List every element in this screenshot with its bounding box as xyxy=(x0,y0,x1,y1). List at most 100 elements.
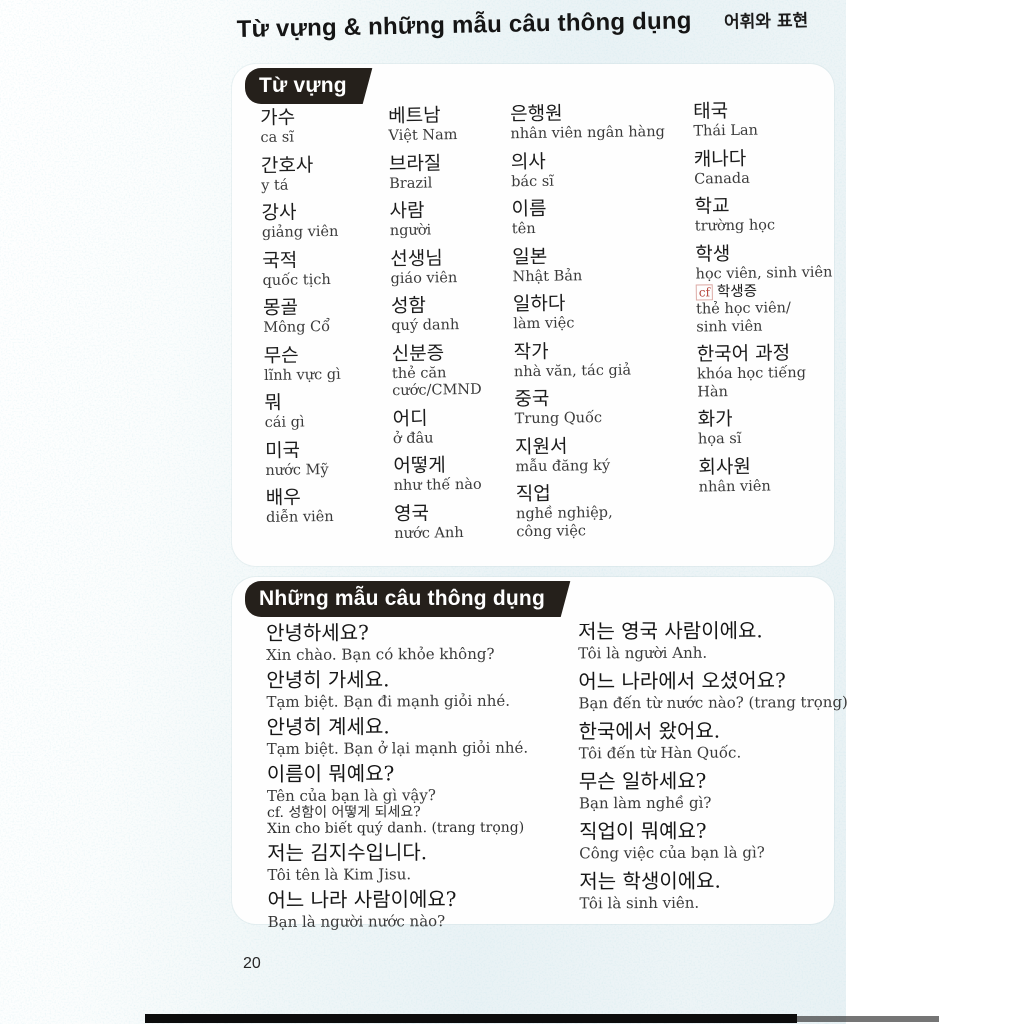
korean-term: 한국어 과정 xyxy=(696,342,791,366)
vietnamese-meaning: người xyxy=(389,222,432,240)
page-title: Từ vựng & những mẫu câu thông dụng xyxy=(236,7,692,44)
vocab-entry: 학교 trường học xyxy=(694,193,834,237)
vietnamese-meaning: ở đâu xyxy=(392,429,434,447)
vietnamese-translation: Tôi đến từ Hàn Quốc. xyxy=(578,743,742,763)
korean-term: 브라질 xyxy=(388,151,442,175)
vocab-entry: 한국어 과정 khóa học tiếng Hàn xyxy=(697,340,837,401)
vietnamese-translation: Tạm biệt. Bạn đi mạnh giỏi nhé. xyxy=(266,691,511,711)
vocab-entry: 신분증 thẻ căn cước/CMND xyxy=(392,340,515,401)
page-title-korean: 어휘와 표현 xyxy=(723,11,809,33)
vietnamese-translation: Tôi là người Anh. xyxy=(578,643,708,663)
phrase-entry: 안녕하세요? Xin chào. Bạn có khỏe không? xyxy=(266,619,556,664)
korean-sentence: 어느 나라에서 오셨어요? xyxy=(578,668,786,694)
phrases-column-2: 저는 영국 사람이에요. Tôi là người Anh. 어느 나라에서 오셨… xyxy=(578,618,858,933)
korean-sentence: 저는 학생이에요. xyxy=(579,868,721,894)
korean-sentence: 한국에서 왔어요. xyxy=(578,718,721,744)
korean-term: 의사 xyxy=(510,150,546,173)
vietnamese-meaning: Brazil xyxy=(389,174,433,192)
korean-term: 신분증 xyxy=(391,341,445,365)
vietnamese-meaning: nước Mỹ xyxy=(265,461,329,479)
vocabulary-section-badge: Từ vựng xyxy=(245,68,381,104)
vietnamese-meaning: thẻ học viên/ sinh viên xyxy=(695,300,791,336)
cross-reference-korean: cf. 성함이 어떻게 되세요? xyxy=(266,804,421,821)
korean-sentence: 저는 김지수입니다. xyxy=(267,840,428,865)
korean-term: 일본 xyxy=(512,245,548,268)
korean-term: 선생님 xyxy=(390,246,443,270)
vocab-entry: 지원서 mẫu đăng ký xyxy=(515,432,699,476)
korean-term: 중국 xyxy=(514,387,550,411)
vietnamese-meaning: Canada xyxy=(694,170,750,188)
vocab-column-3: 은행원 nhân viên ngân hàng 의사 bác sĩ 이름 tên 일본… xyxy=(510,100,700,548)
vocab-entry: 강사 giảng viên xyxy=(261,199,390,242)
vietnamese-meaning: ca sĩ xyxy=(260,129,295,146)
korean-sentence: 저는 영국 사람이에요. xyxy=(577,618,763,644)
vocab-entry: 중국 Trung Quốc xyxy=(514,385,698,429)
korean-term: 회사원 xyxy=(698,455,752,479)
vietnamese-meaning: lĩnh vực gì xyxy=(263,366,341,384)
korean-sentence: 어느 나라 사람이에요? xyxy=(267,887,457,912)
vietnamese-meaning: giáo viên xyxy=(390,269,458,287)
korean-term: 작가 xyxy=(513,340,549,363)
korean-sentence: 안녕히 가세요. xyxy=(266,667,390,692)
phrase-entry: 안녕히 가세요. Tạm biệt. Bạn đi mạnh giỏi nhé. xyxy=(266,666,556,711)
phrase-entry: 저는 학생이에요. Tôi là sinh viên. xyxy=(579,868,857,913)
korean-term: 어떻게 xyxy=(393,454,446,478)
footer-black-bar-tail xyxy=(797,1016,939,1022)
vietnamese-meaning: nước Anh xyxy=(394,524,464,542)
vocab-entry: 미국 nước Mỹ xyxy=(265,437,394,480)
cross-reference-vietnamese: Xin cho biết quý danh. (trang trọng) xyxy=(267,819,525,837)
korean-term: 간호사 xyxy=(260,153,314,177)
vocab-entry-with-note: 학생 học viên, sinh viên cf 학생증 thẻ học viê… xyxy=(695,240,835,337)
vocab-entry: 간호사 y tá xyxy=(261,152,390,195)
cf-marker: cf xyxy=(695,284,714,301)
korean-term: 학생 xyxy=(695,242,731,266)
phrases-panel: Những mẫu câu thông dụng 안녕하세요? Xin chào.… xyxy=(232,577,848,931)
vocabulary-panel: Từ vựng 가수 ca sĩ 간호사 y tá 강사 giảng viên 국적 q… xyxy=(232,64,834,566)
vietnamese-meaning: giảng viên xyxy=(261,223,339,241)
korean-sentence: 이름이 뭐예요? xyxy=(266,761,395,786)
phrase-entry: 어느 나라 사람이에요? Bạn là người nước nào? xyxy=(267,886,557,931)
vietnamese-meaning: nhân viên xyxy=(698,477,771,496)
vocab-entry: 태국 Thái Lan xyxy=(693,98,833,142)
vocab-entry: 캐나다 Canada xyxy=(694,145,834,189)
vietnamese-meaning: mẫu đăng ký xyxy=(515,457,611,475)
vocab-entry: 일하다 làm việc xyxy=(513,290,697,334)
vietnamese-meaning: làm việc xyxy=(513,315,575,333)
korean-term: 뭐 xyxy=(264,391,283,414)
footer-black-bar xyxy=(145,1014,797,1023)
vietnamese-translation: Tôi là sinh viên. xyxy=(579,893,700,913)
phrases-section-badge: Những mẫu câu thông dụng xyxy=(245,581,579,617)
vietnamese-meaning: khóa học tiếng Hàn xyxy=(696,364,807,401)
vietnamese-meaning: nhà văn, tác giả xyxy=(513,362,632,380)
vocab-entry: 몽골 Mông Cổ xyxy=(263,294,392,337)
vocab-entry: 배우 diễn viên xyxy=(266,484,395,527)
vietnamese-meaning: quý danh xyxy=(391,317,460,335)
vocab-entry: 어떻게 như thế nào xyxy=(393,452,516,495)
vocab-entry: 영국 nước Anh xyxy=(394,500,517,543)
phrase-entry: 직업이 뭐예요? Công việc của bạn là gì? xyxy=(579,818,857,863)
vocab-entry: 일본 Nhật Bản xyxy=(512,242,696,286)
phrases-grid: 안녕하세요? Xin chào. Bạn có khỏe không? 안녕히 가… xyxy=(266,618,858,935)
korean-term: 학생증 xyxy=(716,283,758,301)
korean-term: 사람 xyxy=(389,199,425,223)
vietnamese-meaning: Việt Nam xyxy=(388,127,458,145)
vietnamese-meaning: thẻ căn cước/CMND xyxy=(391,364,482,400)
phrase-entry: 저는 김지수입니다. Tôi tên là Kim Jisu. xyxy=(267,839,557,884)
vietnamese-translation: Xin chào. Bạn có khỏe không? xyxy=(266,644,495,664)
vietnamese-meaning: họa sĩ xyxy=(697,430,742,448)
phrase-entry-with-note: 이름이 뭐예요? Tên của bạn là gì vậy? cf. 성함이 … xyxy=(267,760,557,837)
vocab-entry: 회사원 nhân viên xyxy=(698,453,838,497)
vocab-entry: 화가 họa sĩ xyxy=(698,405,838,449)
phrase-entry: 무슨 일하세요? Bạn làm nghề gì? xyxy=(579,768,857,813)
vietnamese-meaning: tên xyxy=(511,220,536,238)
vocab-entry: 은행원 nhân viên ngân hàng xyxy=(510,100,694,144)
vocab-entry: 이름 tên xyxy=(511,195,695,239)
vietnamese-translation: Tạm biệt. Bạn ở lại mạnh giỏi nhé. xyxy=(266,738,529,758)
vocab-column-4: 태국 Thái Lan 캐나다 Canada 학교 trường học 학생 học… xyxy=(693,98,839,545)
vocab-entry: 성함 quý danh xyxy=(391,292,514,335)
vietnamese-translation: Bạn là người nước nào? xyxy=(267,912,446,931)
phrase-entry: 안녕히 계세요. Tạm biệt. Bạn ở lại mạnh giỏi nh… xyxy=(266,713,556,758)
vietnamese-meaning: Trung Quốc xyxy=(514,409,603,428)
korean-term: 지원서 xyxy=(514,434,568,458)
korean-term: 학교 xyxy=(694,195,730,218)
